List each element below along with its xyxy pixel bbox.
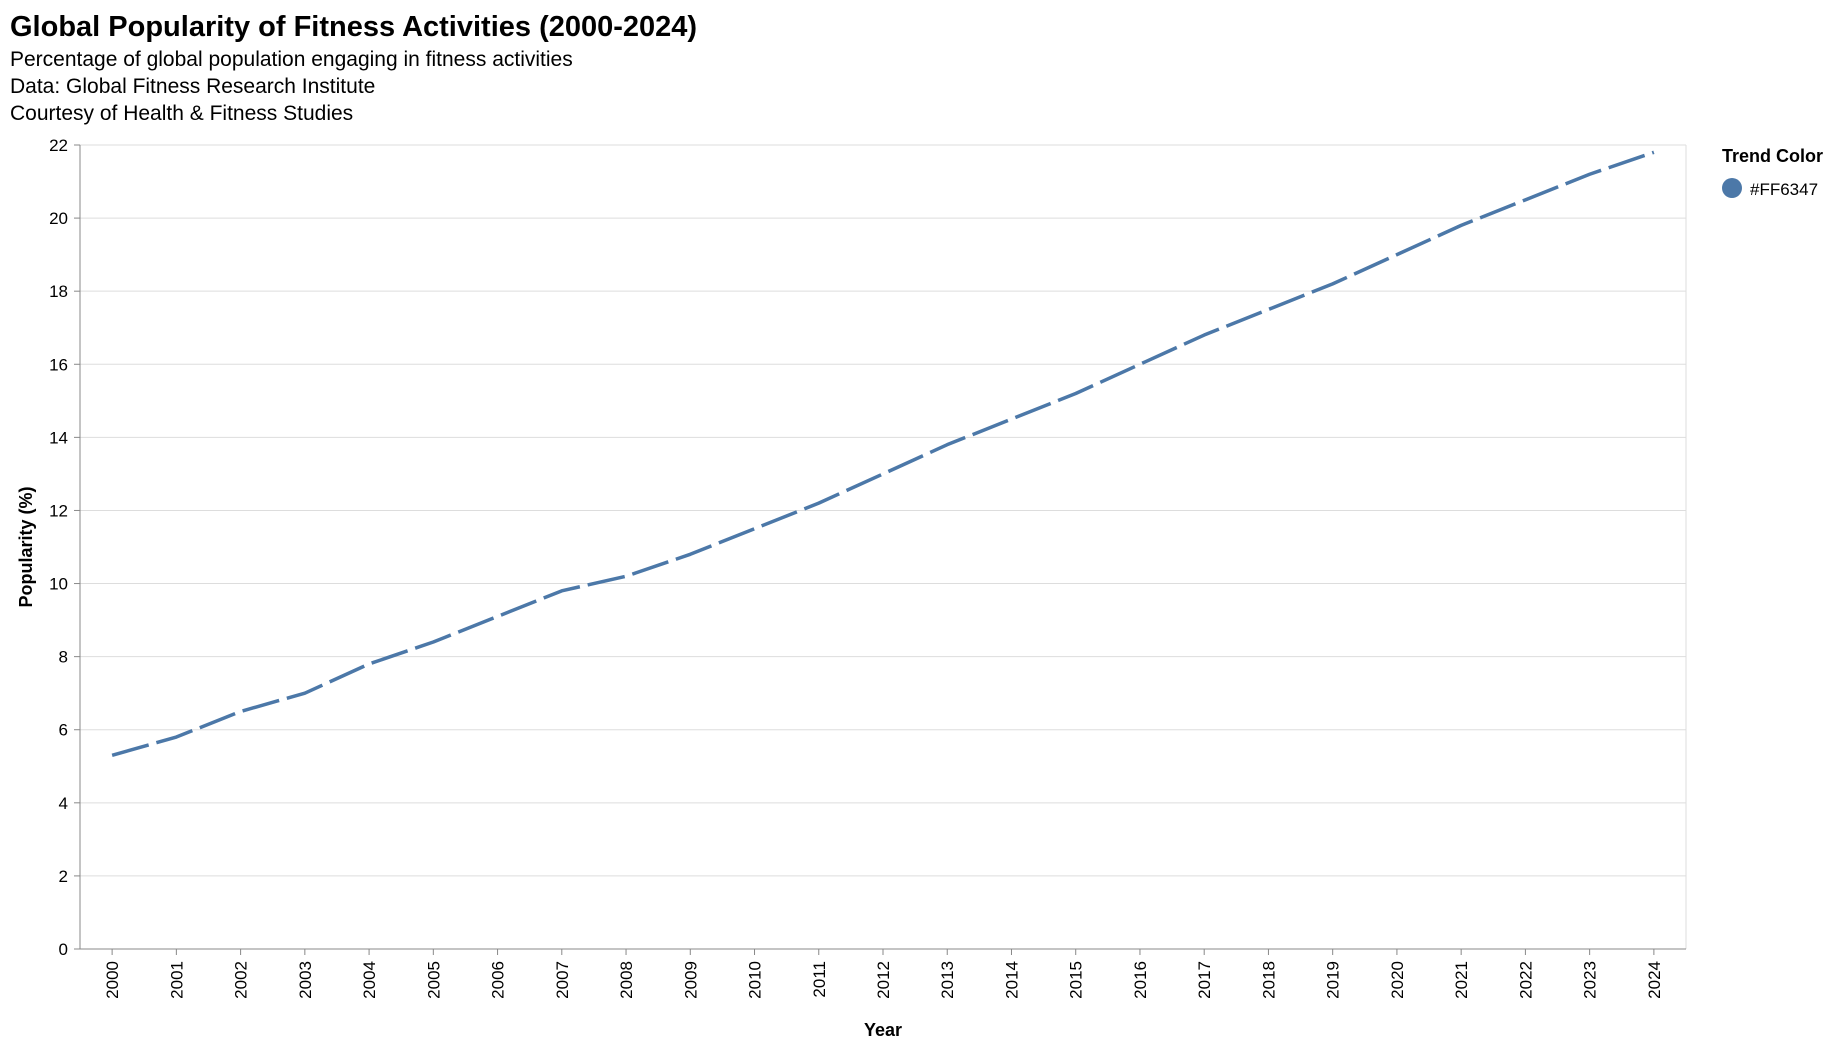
legend-label: #FF6347 (1750, 180, 1818, 199)
legend-symbol (1722, 178, 1742, 198)
x-axis-title: Year (864, 1020, 902, 1040)
x-tick-label: 2014 (1002, 961, 1021, 999)
x-tick-label: 2011 (810, 961, 829, 998)
y-tick-label: 18 (49, 282, 68, 301)
x-tick-label: 2003 (296, 961, 315, 999)
data-point (239, 710, 242, 713)
series-line (111, 150, 1655, 757)
chart-title: Global Popularity of Fitness Activities … (10, 11, 697, 43)
y-tick-label: 8 (59, 648, 68, 667)
x-tick-label: 2004 (360, 961, 379, 999)
chart-subtitle-line-1: Percentage of global population engaging… (10, 48, 573, 71)
grid-layer (80, 144, 1687, 950)
data-point (882, 472, 885, 475)
y-tick-label: 2 (59, 867, 68, 886)
y-tick-label: 12 (49, 501, 68, 520)
y-tick-label: 6 (59, 721, 68, 740)
x-tick-label: 2017 (1195, 961, 1214, 999)
y-tick-label: 20 (49, 209, 68, 228)
chart-subtitle-line-3: Courtesy of Health & Fitness Studies (10, 102, 353, 125)
legend-title: Trend Color (1722, 146, 1823, 166)
chart-subtitle-line-2: Data: Global Fitness Research Institute (10, 75, 375, 98)
x-tick-label: 2012 (874, 961, 893, 999)
y-tick-label: 4 (59, 794, 68, 813)
data-point (368, 662, 371, 665)
x-tick-label: 2000 (103, 961, 122, 999)
x-tick-label: 2005 (424, 961, 443, 999)
data-point (496, 615, 499, 618)
series-layer (111, 150, 1655, 757)
x-tick-label: 2015 (1067, 961, 1086, 999)
data-point (625, 575, 628, 578)
data-point (1010, 418, 1013, 421)
x-tick-label: 2013 (938, 961, 957, 999)
x-tick-label: 2007 (553, 961, 572, 999)
x-tick-label: 2008 (617, 961, 636, 999)
x-tick-label: 2024 (1645, 961, 1664, 999)
x-tick-label: 2002 (232, 961, 251, 999)
legend: Trend Color #FF6347 (1722, 146, 1823, 199)
y-axis-title: Popularity (%) (16, 486, 36, 607)
x-tick-label: 2019 (1324, 961, 1343, 999)
y-tick-label: 22 (49, 136, 68, 155)
x-tick-label: 2021 (1452, 961, 1471, 999)
x-tick-label: 2023 (1581, 961, 1600, 999)
x-tick-label: 2018 (1259, 961, 1278, 999)
x-tick-label: 2022 (1516, 961, 1535, 999)
y-tick-label: 0 (59, 940, 68, 959)
x-tick-label: 2020 (1388, 961, 1407, 999)
y-tick-label: 10 (49, 575, 68, 594)
y-tick-label: 14 (49, 428, 68, 447)
x-tick-label: 2009 (681, 961, 700, 999)
x-tick-label: 2001 (167, 961, 186, 999)
x-tick-label: 2010 (746, 961, 765, 999)
x-tick-label: 2006 (489, 961, 508, 999)
y-tick-label: 16 (49, 355, 68, 374)
x-tick-label: 2016 (1131, 961, 1150, 999)
